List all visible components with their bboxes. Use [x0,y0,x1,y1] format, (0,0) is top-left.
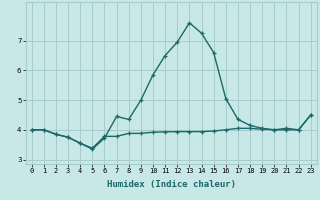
X-axis label: Humidex (Indice chaleur): Humidex (Indice chaleur) [107,180,236,189]
